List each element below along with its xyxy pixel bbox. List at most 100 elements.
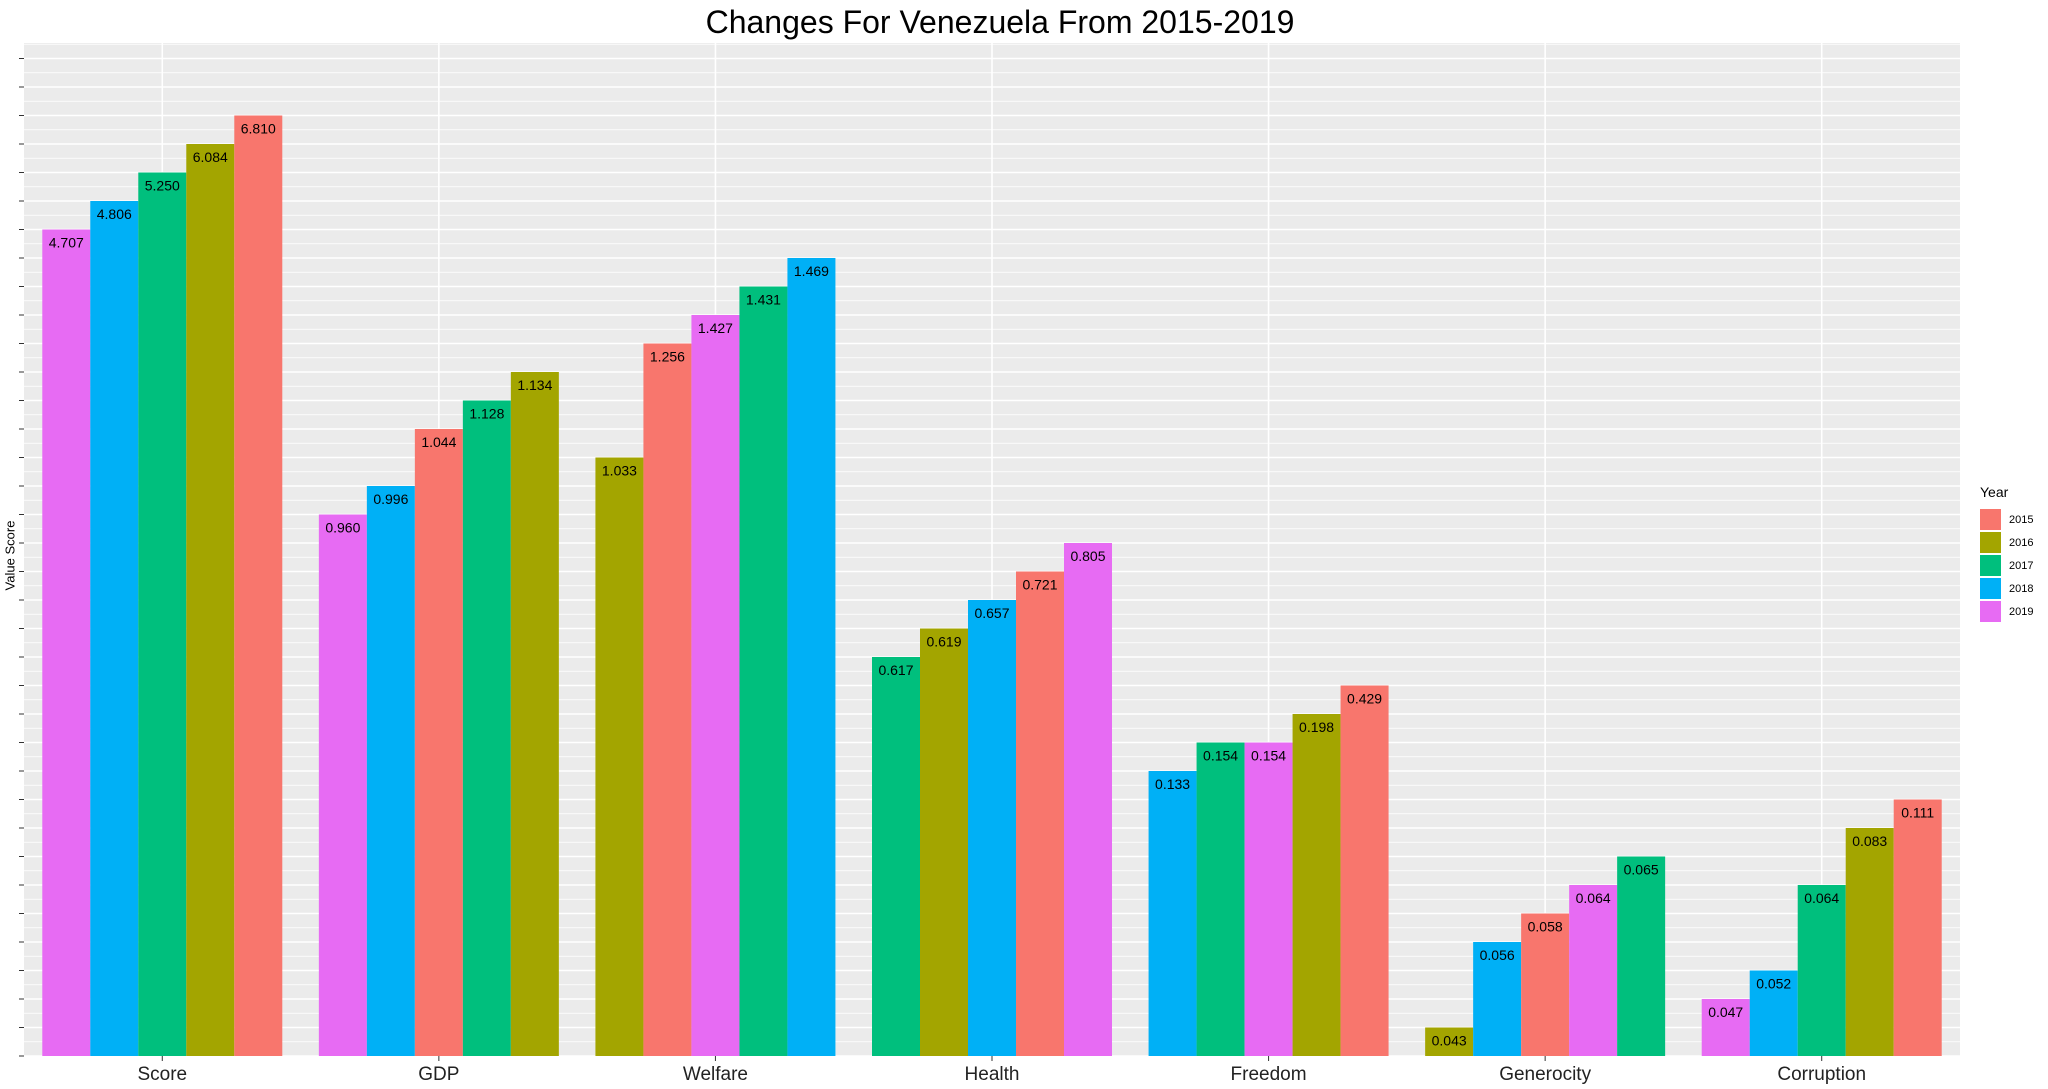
- bar-value-label: 4.707: [49, 235, 84, 251]
- bar-gdp-2016: [510, 372, 559, 1056]
- bar-generocity-2015: [1521, 913, 1570, 1056]
- bar-value-label: 1.134: [517, 377, 552, 393]
- legend-item-2017: 2017: [1980, 554, 2033, 577]
- bar-value-label: 0.617: [878, 662, 913, 678]
- legend-items: 2015 2016 2017 2018 2019: [1980, 508, 2033, 623]
- bar-generocity-2016: [1425, 1027, 1474, 1056]
- bar-generocity-2018: [1473, 942, 1522, 1056]
- bar-gdp-2019: [318, 514, 367, 1056]
- legend-title: Year: [1980, 484, 2009, 500]
- bar-value-label: 0.056: [1480, 947, 1515, 963]
- x-tick-label-gdp: GDP: [418, 1064, 459, 1085]
- bar-corruption-2015: [1893, 799, 1942, 1056]
- bar-freedom-2019: [1244, 742, 1293, 1056]
- x-tick-label-corruption: Corruption: [1777, 1064, 1866, 1085]
- x-tick-label-welfare: Welfare: [683, 1064, 748, 1085]
- bar-health-2017: [872, 657, 920, 1056]
- bar-value-label: 0.657: [974, 605, 1009, 621]
- legend-swatch: [1980, 532, 2001, 553]
- legend-item-2016: 2016: [1980, 531, 2033, 554]
- legend-item-2015: 2015: [1980, 508, 2033, 531]
- bar-corruption-2017: [1797, 885, 1846, 1056]
- bar-value-label: 4.806: [97, 206, 132, 222]
- bar-value-label: 0.064: [1576, 890, 1611, 906]
- bar-welfare-2017: [739, 286, 788, 1056]
- bar-score-2016: [186, 144, 235, 1056]
- bar-freedom-2016: [1292, 714, 1341, 1056]
- legend-label: 2016: [2009, 536, 2034, 549]
- bar-welfare-2015: [643, 343, 692, 1056]
- bar-corruption-2016: [1845, 828, 1894, 1056]
- bar-value-label: 0.721: [1022, 577, 1057, 593]
- bar-generocity-2017: [1617, 856, 1666, 1056]
- bar-welfare-2018: [787, 258, 836, 1056]
- bar-welfare-2016: [595, 457, 644, 1056]
- bar-freedom-2018: [1148, 771, 1197, 1056]
- bar-health-2015: [1016, 571, 1064, 1056]
- bar-value-label: 0.154: [1251, 748, 1286, 764]
- bar-value-label: 1.469: [794, 263, 829, 279]
- bar-value-label: 1.044: [421, 434, 456, 450]
- bar-corruption-2018: [1749, 970, 1798, 1056]
- legend: Year 2015 2016 2017 2018 2019: [1980, 484, 2033, 623]
- bar-health-2018: [968, 600, 1016, 1056]
- bar-value-label: 0.083: [1852, 833, 1887, 849]
- bar-score-2019: [42, 229, 91, 1056]
- bar-value-label: 1.431: [746, 292, 781, 308]
- bar-value-label: 0.805: [1070, 548, 1105, 564]
- bars: [42, 115, 1942, 1056]
- legend-swatch: [1980, 578, 2001, 599]
- bar-value-label: 6.084: [193, 149, 228, 165]
- bar-value-label: 0.619: [926, 634, 961, 650]
- x-tick-label-health: Health: [965, 1064, 1020, 1085]
- legend-label: 2018: [2009, 582, 2034, 595]
- bar-gdp-2018: [366, 486, 415, 1056]
- bar-value-labels: 4.707 4.806 5.250 6.084 6.810 0.960 0.996 1.044…: [49, 121, 1935, 1049]
- bar-score-2018: [90, 201, 139, 1056]
- bar-health-2019: [1064, 543, 1112, 1056]
- bar-value-label: 0.198: [1299, 719, 1334, 735]
- bar-health-2016: [920, 628, 968, 1056]
- legend-item-2018: 2018: [1980, 577, 2033, 600]
- y-axis-ticks: [19, 58, 24, 1057]
- bar-score-2015: [234, 115, 283, 1056]
- legend-item-2019: 2019: [1980, 600, 2033, 623]
- legend-label: 2017: [2009, 559, 2034, 572]
- chart-title: Changes For Venezuela From 2015-2019: [705, 4, 1295, 40]
- x-tick-label-score: Score: [137, 1064, 187, 1085]
- legend-swatch: [1980, 555, 2001, 576]
- bar-freedom-2015: [1340, 685, 1389, 1056]
- bar-value-label: 0.065: [1624, 862, 1659, 878]
- legend-label: 2015: [2009, 513, 2034, 526]
- bar-value-label: 0.960: [325, 520, 360, 536]
- bar-value-label: 1.256: [650, 349, 685, 365]
- bar-gdp-2015: [414, 429, 463, 1056]
- bar-value-label: 1.427: [698, 320, 733, 336]
- legend-label: 2019: [2009, 605, 2034, 618]
- x-tick-label-freedom: Freedom: [1231, 1064, 1307, 1085]
- bar-value-label: 0.047: [1708, 1004, 1743, 1020]
- bar-value-label: 0.058: [1528, 919, 1563, 935]
- bar-generocity-2019: [1569, 885, 1618, 1056]
- x-axis-tick-labels: Score GDP Welfare Health Freedom Generocity Co…: [137, 1056, 1866, 1085]
- bar-value-label: 0.133: [1155, 776, 1190, 792]
- bar-value-label: 5.250: [145, 178, 180, 194]
- x-tick-label-generocity: Generocity: [1499, 1064, 1591, 1085]
- bar-value-label: 6.810: [241, 121, 276, 137]
- bar-welfare-2019: [691, 315, 740, 1056]
- bar-value-label: 0.154: [1203, 748, 1238, 764]
- bar-value-label: 0.996: [373, 491, 408, 507]
- bar-value-label: 0.429: [1347, 691, 1382, 707]
- bar-value-label: 0.052: [1756, 976, 1791, 992]
- bar-value-label: 1.033: [602, 463, 637, 479]
- bar-value-label: 0.043: [1432, 1033, 1467, 1049]
- bar-freedom-2017: [1196, 742, 1245, 1056]
- bar-corruption-2019: [1701, 999, 1750, 1056]
- bar-value-label: 1.128: [469, 406, 504, 422]
- legend-swatch: [1980, 601, 2001, 622]
- legend-swatch: [1980, 509, 2001, 530]
- bar-value-label: 0.111: [1901, 805, 1934, 821]
- bar-value-label: 0.064: [1804, 890, 1839, 906]
- bar-score-2017: [138, 172, 187, 1056]
